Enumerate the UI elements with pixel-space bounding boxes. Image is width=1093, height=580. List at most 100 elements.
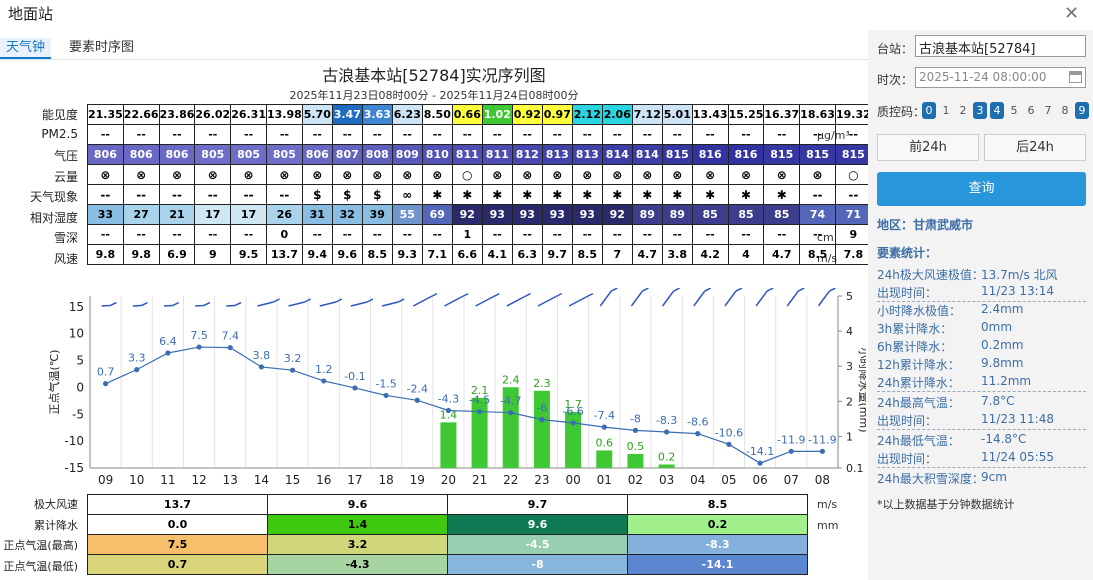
y-tick-label: -15 — [64, 461, 84, 475]
qc-code-2[interactable]: 2 — [959, 104, 967, 117]
calendar-icon[interactable] — [1069, 71, 1082, 83]
table-cell: ○ — [834, 164, 872, 185]
x-tick-label: 14 — [254, 473, 269, 487]
time-field[interactable]: 2025-11-24 08:00:00 — [915, 67, 1086, 88]
table-cell: 15.25 — [727, 104, 765, 125]
row-label: 天气现象 — [29, 190, 78, 204]
qc-code-4[interactable]: 4 — [990, 102, 1004, 119]
table-cell: 813 — [571, 144, 603, 165]
summary-cell: 9.7 — [447, 494, 628, 515]
qc-code-7[interactable]: 7 — [1044, 104, 1052, 117]
table-cell: 89 — [631, 204, 663, 225]
table-cell: 6.23 — [391, 104, 423, 125]
table-cell: -- — [691, 224, 729, 245]
temperature-label: -11.9 — [808, 433, 836, 446]
table-cell: 13.7 — [265, 244, 303, 265]
temperature-point — [414, 397, 420, 403]
table-cell: 17 — [230, 204, 267, 225]
tab-element-timeseries[interactable]: 要素时序图 — [69, 40, 135, 55]
summary-row: 13.7 9.6 9.7 8.5 — [87, 494, 808, 515]
table-cell: 93 — [571, 204, 603, 225]
stat-value: 7.8°C — [981, 394, 1015, 408]
table-cell: 9.3 — [391, 244, 423, 265]
table-cell: -- — [727, 224, 765, 245]
stat-value: 11/24 05:55 — [981, 450, 1054, 464]
temperature-label: -8 — [630, 412, 641, 425]
table-cell: 26.02 — [194, 104, 232, 125]
wind-barb-icon — [350, 298, 374, 307]
precip-bar — [533, 390, 550, 468]
table-cell: -- — [571, 124, 603, 145]
qc-code-3[interactable]: 3 — [973, 102, 987, 119]
x-tick-label: 17 — [347, 473, 362, 487]
table-cell: 4 — [727, 244, 765, 265]
station-field[interactable]: 古浪基本站[52784] — [915, 35, 1086, 57]
table-cell: -- — [230, 184, 267, 205]
temperature-point — [819, 448, 826, 454]
temperature-label: 3.8 — [253, 349, 271, 362]
x-tick-label: 15 — [285, 473, 300, 487]
table-cell: -- — [541, 224, 573, 245]
table-cell: ⊗ — [361, 164, 393, 185]
table-cell: 26.31 — [230, 104, 267, 125]
qc-code-5[interactable]: 5 — [1010, 104, 1018, 117]
table-cell: 85 — [691, 204, 729, 225]
next-24h-button[interactable]: 后24h — [984, 134, 1086, 161]
temperature-point — [352, 385, 358, 391]
table-cell: -- — [799, 224, 836, 245]
table-cell: ⊗ — [421, 164, 453, 185]
table-cell: -- — [763, 124, 801, 145]
table-cell: 816 — [727, 144, 765, 165]
temperature-label: -14.1 — [746, 445, 774, 458]
row-label: 风速 — [53, 251, 78, 266]
table-cell: 3.63 — [361, 104, 393, 125]
stat-value: -14.8°C — [981, 432, 1027, 446]
row-label: 相对湿度 — [29, 210, 78, 225]
table-cell: ⊗ — [230, 164, 267, 185]
temperature-label: 3.2 — [284, 352, 302, 365]
table-cell: -- — [122, 184, 160, 205]
x-tick-label: 20 — [441, 473, 456, 487]
table-cell: -- — [601, 224, 633, 245]
stat-value: 11/23 13:14 — [981, 284, 1054, 298]
wind-barb-icon — [163, 301, 180, 307]
table-row: 806 806 806 805 805 805 806 807 808 809 810 811 811 8… — [87, 144, 872, 165]
tab-weather-clock[interactable]: 天气钟 — [0, 38, 52, 59]
table-cell: 9.4 — [301, 244, 333, 265]
table-cell: 19.32 — [834, 104, 872, 125]
summary-cell: 1.4 — [267, 514, 448, 535]
temperature-point — [788, 448, 794, 454]
close-icon[interactable]: ✕ — [1064, 3, 1080, 24]
qc-code-6[interactable]: 6 — [1027, 104, 1035, 117]
table-cell: 9 — [834, 224, 872, 245]
summary-cell: -8.3 — [627, 534, 808, 555]
stat-label: 24h累计降水： — [877, 376, 960, 390]
summary-table: 13.7 9.6 9.7 8.5 0.0 1.4 9.6 0.2 7.5 3.2 -4.5 -8.3 0… — [87, 494, 808, 575]
table-cell: 13.43 — [691, 104, 729, 125]
temperature-label: -4.5 — [469, 394, 490, 407]
table-cell: 85 — [727, 204, 765, 225]
table-cell: -- — [799, 184, 836, 205]
table-cell: -- — [87, 184, 124, 205]
qc-code-9[interactable]: 9 — [1075, 102, 1089, 119]
temperature-label: 6.4 — [159, 335, 177, 348]
table-cell: 32 — [331, 204, 363, 225]
prev-24h-button[interactable]: 前24h — [877, 134, 979, 161]
table-cell: 71 — [834, 204, 872, 225]
table-cell: $ — [331, 184, 363, 205]
window-title: 地面站 — [8, 5, 54, 23]
table-row: -- -- -- -- -- 0 -- -- -- -- -- 1 -- -- -- -- -- -- -- -- --… — [87, 224, 872, 245]
wind-barb-icon — [817, 288, 836, 307]
summary-row: 7.5 3.2 -4.5 -8.3 — [87, 534, 808, 555]
table-cell: 1.02 — [481, 104, 513, 125]
qc-code-8[interactable]: 8 — [1061, 104, 1069, 117]
stat-label: 24h最大积雪深度： — [877, 472, 984, 486]
table-cell: ✱ — [691, 184, 729, 205]
qc-code-0[interactable]: 0 — [922, 102, 936, 119]
query-button[interactable]: 查询 — [877, 172, 1086, 206]
summary-cell: 9.6 — [447, 514, 628, 535]
summary-cell: -8 — [447, 554, 628, 575]
table-cell: 811 — [481, 144, 513, 165]
qc-code-1[interactable]: 1 — [942, 104, 950, 117]
